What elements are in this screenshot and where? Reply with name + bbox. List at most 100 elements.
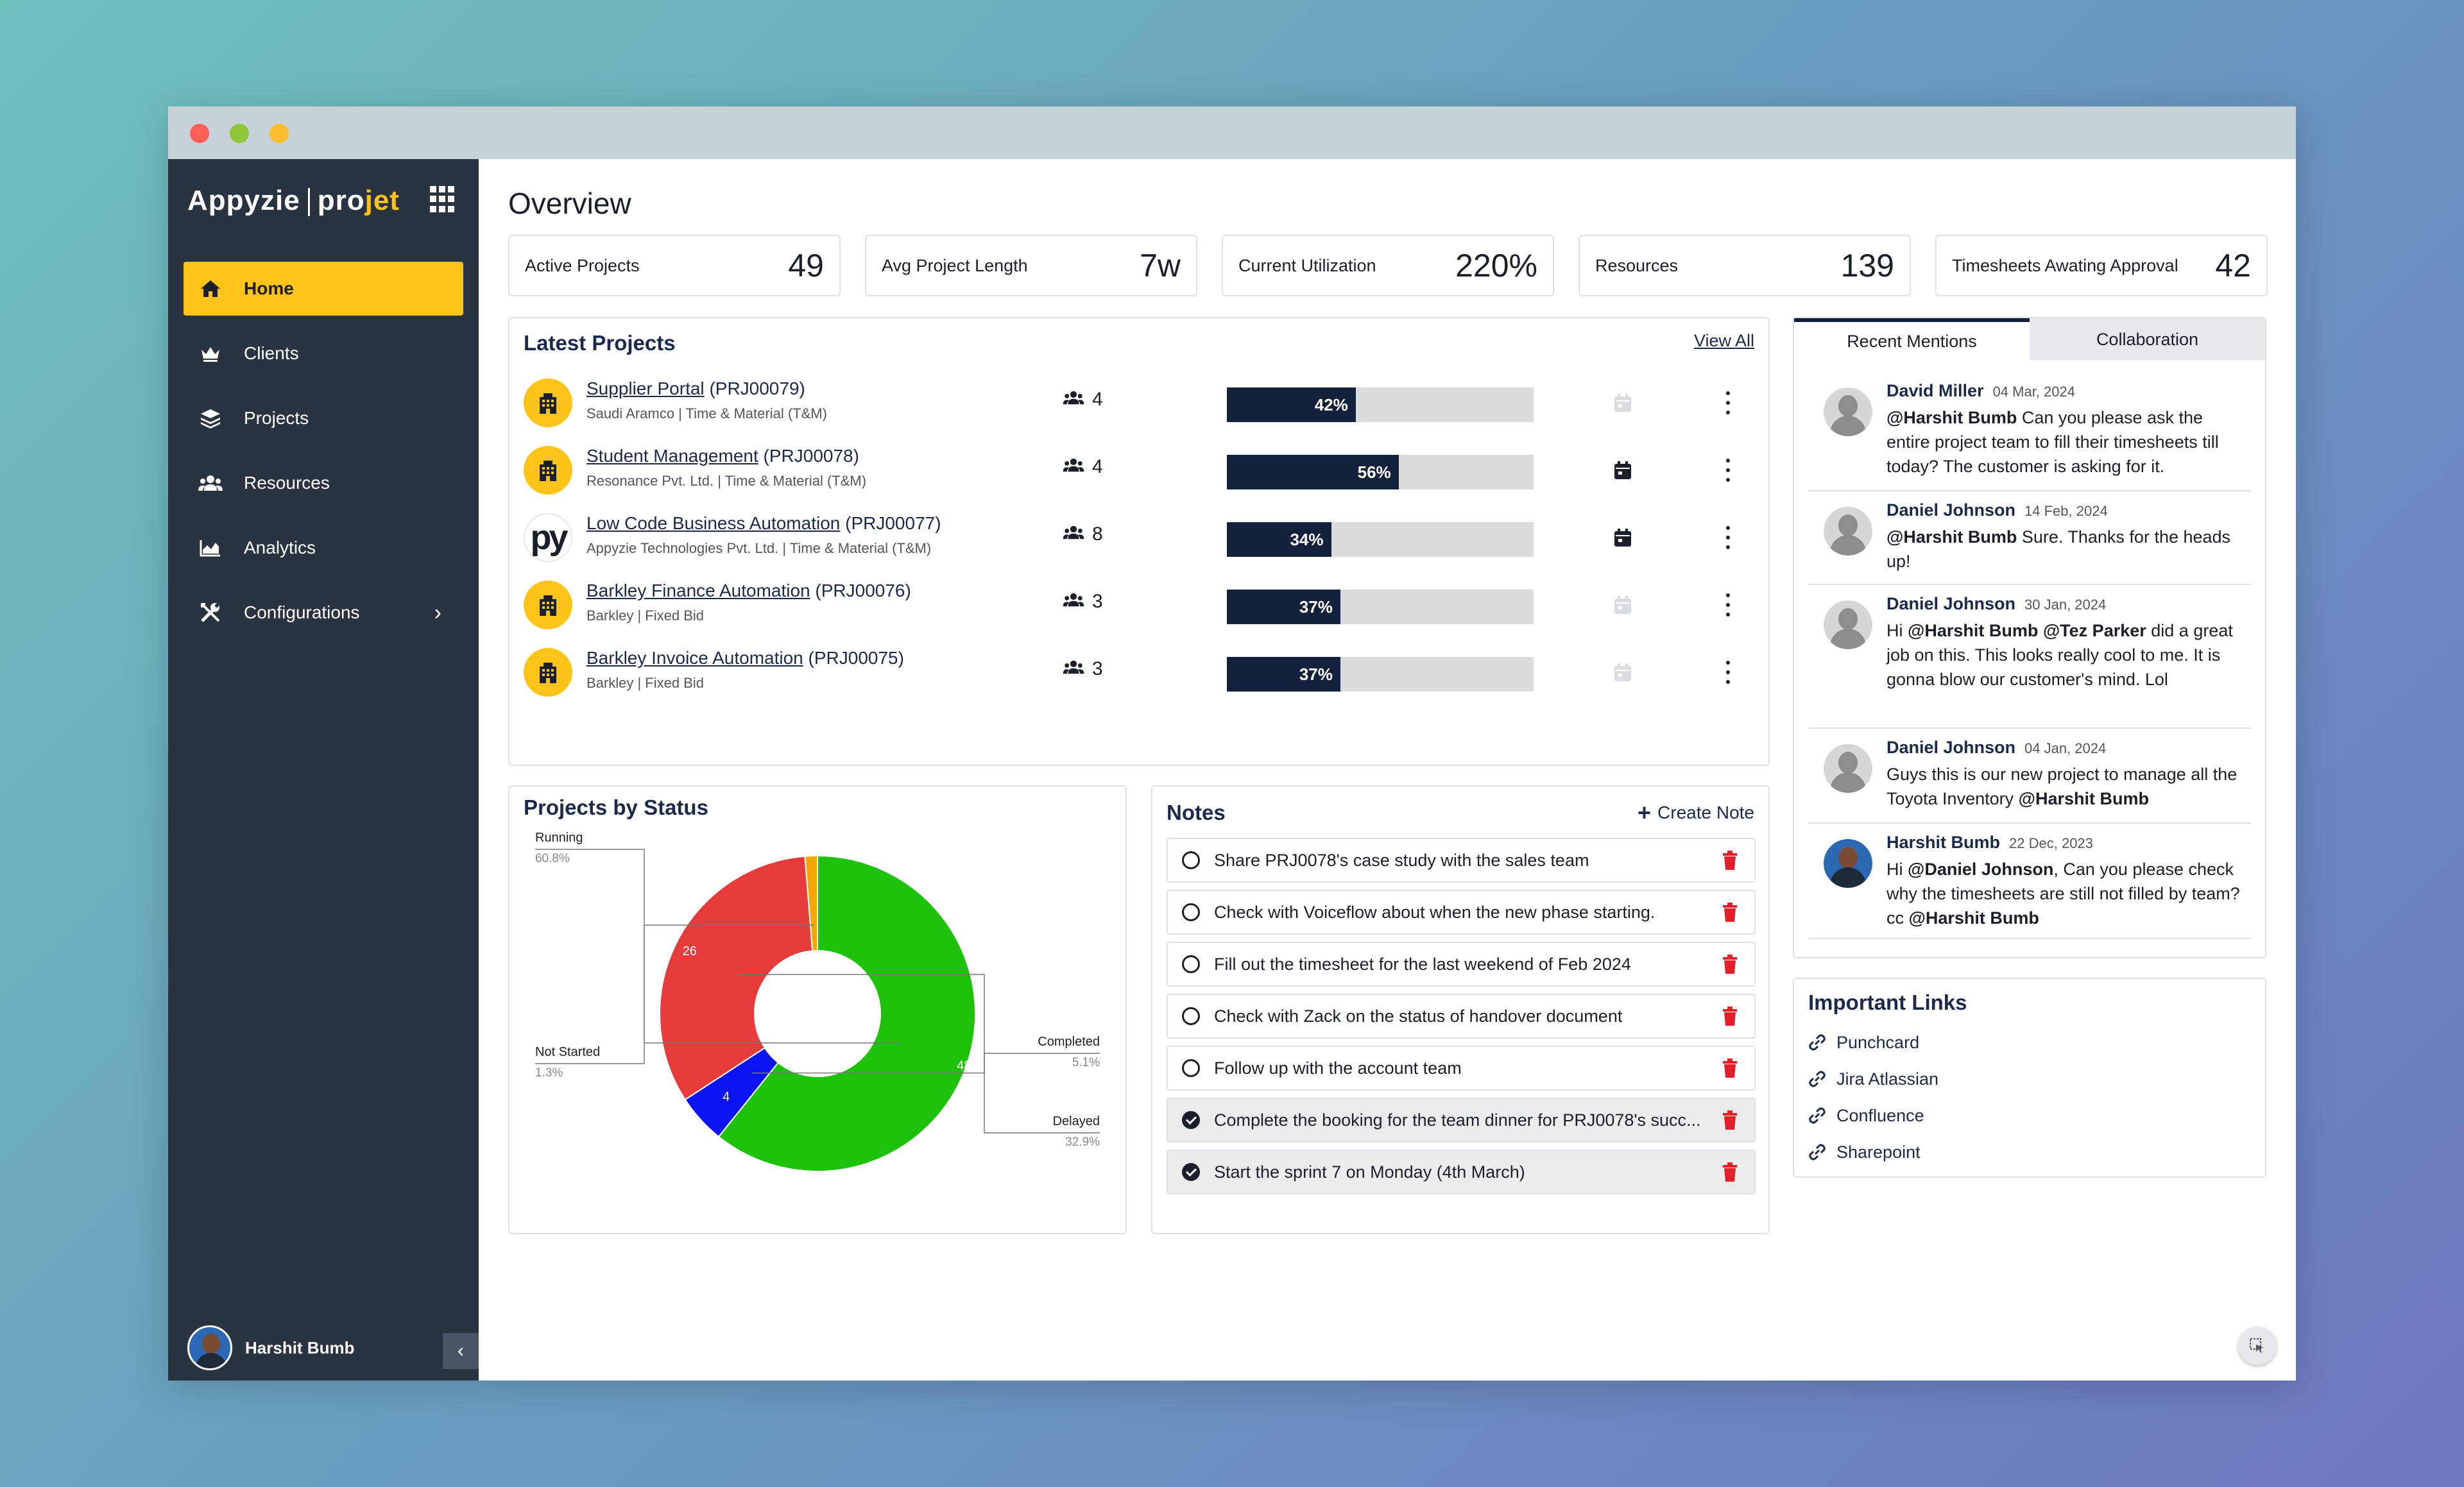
trash-icon[interactable] — [1722, 1007, 1738, 1027]
note-item[interactable]: Follow up with the account team — [1167, 1046, 1756, 1091]
note-item[interactable]: Share PRJ0078's case study with the sale… — [1167, 838, 1756, 883]
mention-item[interactable]: Daniel Johnson 14 Feb, 2024 @Harshit Bumb … — [1808, 491, 2251, 585]
close-window-button[interactable] — [190, 124, 209, 143]
team-count: 3 — [1092, 591, 1103, 612]
note-item[interactable]: Check with Zack on the status of handove… — [1167, 994, 1756, 1039]
mention-item[interactable]: David Miller 04 Mar, 2024 @Harshit Bumb Ca… — [1808, 372, 2251, 491]
unchecked-circle-icon[interactable] — [1182, 1059, 1200, 1077]
trash-icon[interactable] — [1722, 1110, 1738, 1131]
author-name: Daniel Johnson — [1887, 594, 2016, 613]
author-name: Harshit Bumb — [1887, 833, 2001, 852]
project-progress-bar: 42% — [1227, 387, 1534, 422]
important-link[interactable]: Jira Atlassian — [1808, 1069, 1938, 1089]
note-item[interactable]: Fill out the timesheet for the last week… — [1167, 942, 1756, 987]
project-row[interactable]: Student Management (PRJ00078) Resonance P… — [509, 437, 1771, 504]
unchecked-circle-icon[interactable] — [1182, 1007, 1200, 1025]
stat-current-utilization[interactable]: Current Utilization 220% — [1222, 235, 1554, 296]
more-options-icon[interactable] — [1725, 593, 1731, 616]
view-all-link[interactable]: View All — [1693, 331, 1754, 350]
collapse-sidebar-button[interactable]: ‹ — [443, 1333, 479, 1369]
unchecked-circle-icon[interactable] — [1182, 903, 1200, 921]
important-link[interactable]: Sharepoint — [1808, 1143, 1921, 1162]
latest-projects-card: Latest Projects View All Supplier Portal… — [508, 317, 1770, 766]
create-note-button[interactable]: + Create Note — [1638, 799, 1754, 826]
client-logo: py — [524, 513, 572, 562]
note-text: Start the sprint 7 on Monday (4th March) — [1214, 1162, 1525, 1182]
unchecked-circle-icon[interactable] — [1182, 955, 1200, 973]
tab-collaboration[interactable]: Collaboration — [2030, 318, 2265, 361]
sidebar-item-clients[interactable]: Clients — [184, 327, 463, 380]
link-icon — [1808, 1070, 1827, 1089]
more-options-icon[interactable] — [1725, 459, 1731, 482]
sidebar-item-label: Home — [244, 278, 294, 298]
sidebar-item-resources[interactable]: Resources — [184, 456, 463, 510]
project-name-link[interactable]: Barkley Invoice Automation — [586, 648, 803, 668]
calendar-icon[interactable] — [1613, 662, 1632, 683]
important-link[interactable]: Confluence — [1808, 1106, 1924, 1126]
avatar — [1824, 744, 1872, 793]
project-name-link[interactable]: Supplier Portal — [586, 378, 705, 398]
avatar — [1824, 839, 1872, 888]
donut-slice-delayed[interactable] — [659, 855, 814, 1101]
project-name-link[interactable]: Student Management — [586, 446, 758, 466]
notes-title: Notes — [1167, 801, 1226, 824]
project-name-link[interactable]: Low Code Business Automation — [586, 513, 841, 533]
note-item[interactable]: Complete the booking for the team dinner… — [1167, 1098, 1756, 1143]
important-link[interactable]: Punchcard — [1808, 1033, 1919, 1053]
tab-recent-mentions[interactable]: Recent Mentions — [1794, 318, 2030, 361]
stat-avg-project-length[interactable]: Avg Project Length 7w — [865, 235, 1197, 296]
trash-icon[interactable] — [1722, 1162, 1738, 1183]
trash-icon[interactable] — [1722, 903, 1738, 923]
apps-grid-icon[interactable] — [430, 186, 457, 213]
project-name-link[interactable]: Barkley Finance Automation — [586, 581, 810, 600]
minimize-window-button[interactable] — [230, 124, 249, 143]
calendar-icon[interactable] — [1613, 460, 1632, 480]
checked-circle-icon[interactable] — [1182, 1163, 1200, 1181]
note-item[interactable]: Check with Voiceflow about when the new … — [1167, 890, 1756, 935]
trash-icon[interactable] — [1722, 1058, 1738, 1079]
projects-by-status-title: Projects by Status — [524, 795, 708, 819]
sidebar-item-analytics[interactable]: Analytics — [184, 521, 463, 575]
project-team-size: 4 — [1063, 389, 1103, 411]
donut-slice-running[interactable] — [717, 854, 976, 1172]
maximize-window-button[interactable] — [270, 124, 289, 143]
current-user[interactable]: Harshit Bumb — [187, 1325, 354, 1370]
project-row[interactable]: Barkley Finance Automation (PRJ00076) Bar… — [509, 572, 1771, 639]
stat-active-projects[interactable]: Active Projects 49 — [508, 235, 841, 296]
more-options-icon[interactable] — [1725, 526, 1731, 549]
calendar-icon[interactable] — [1613, 393, 1632, 413]
more-options-icon[interactable] — [1725, 391, 1731, 414]
mention-body: Guys this is our new project to manage a… — [1887, 765, 2237, 808]
app-logo[interactable]: Appyzie projet — [187, 185, 400, 217]
calendar-icon[interactable] — [1613, 527, 1632, 548]
link-icon — [1808, 1143, 1827, 1162]
pointer-select-button[interactable] — [2238, 1327, 2277, 1365]
mention-item[interactable]: Daniel Johnson 30 Jan, 2024 Hi @Harshit Bu… — [1808, 585, 2251, 729]
link-label: Jira Atlassian — [1836, 1069, 1939, 1089]
stat-timesheets-awaiting-approval[interactable]: Timesheets Awating Approval 42 — [1935, 235, 2268, 296]
stat-resources[interactable]: Resources 139 — [1579, 235, 1911, 296]
donut-slice-not-started[interactable] — [804, 854, 818, 952]
sidebar-item-configurations[interactable]: Configurations › — [184, 586, 463, 640]
sidebar-item-projects[interactable]: Projects — [184, 391, 463, 445]
note-item[interactable]: Start the sprint 7 on Monday (4th March) — [1167, 1150, 1756, 1194]
author-name: Daniel Johnson — [1887, 738, 2016, 757]
unchecked-circle-icon[interactable] — [1182, 851, 1200, 869]
project-code: (PRJ00076) — [815, 581, 911, 600]
trash-icon[interactable] — [1722, 851, 1738, 871]
stat-label: Current Utilization — [1238, 255, 1376, 275]
mention-item[interactable]: Daniel Johnson 04 Jan, 2024 Guys this is o… — [1808, 729, 2251, 824]
more-options-icon[interactable] — [1725, 661, 1731, 684]
trash-icon[interactable] — [1722, 955, 1738, 975]
project-row[interactable]: Barkley Invoice Automation (PRJ00075) Bar… — [509, 639, 1771, 706]
mention-item[interactable]: Harshit Bumb 22 Dec, 2023 Hi @Daniel Johns… — [1808, 824, 2251, 939]
users-icon — [1063, 591, 1084, 613]
project-client: Barkley | Fixed Bid — [586, 608, 705, 624]
calendar-icon[interactable] — [1613, 595, 1632, 615]
checked-circle-icon[interactable] — [1182, 1111, 1200, 1129]
project-row[interactable]: py Low Code Business Automation (PRJ00077… — [509, 504, 1771, 572]
project-row[interactable]: Supplier Portal (PRJ00079) Saudi Aramco |… — [509, 370, 1771, 437]
project-client: Resonance Pvt. Ltd. | Time & Material (T… — [586, 473, 867, 489]
sidebar-item-label: Projects — [244, 408, 309, 428]
sidebar-item-home[interactable]: Home — [184, 262, 463, 316]
